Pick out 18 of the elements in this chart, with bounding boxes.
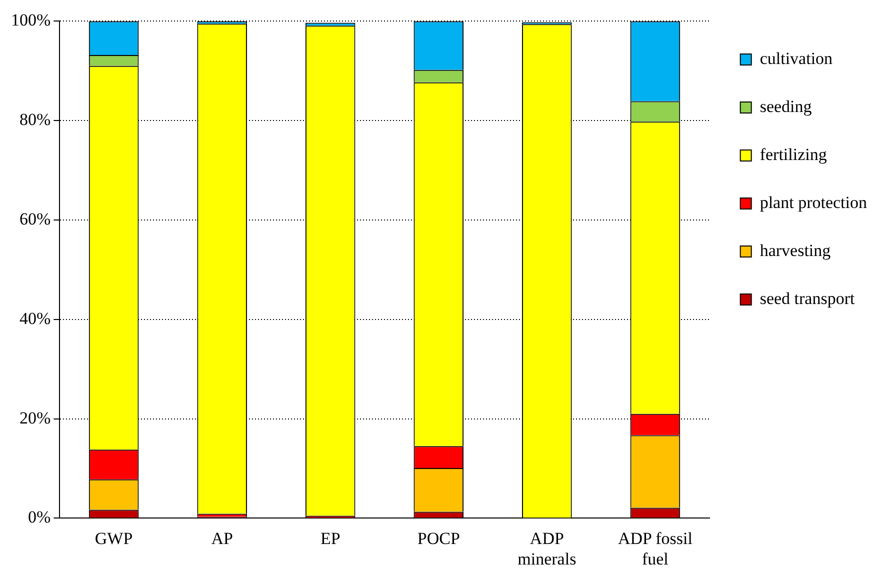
y-tick-label: 80%	[19, 110, 51, 130]
x-tick-label: AP	[211, 528, 233, 548]
x-tick-label: GWP	[94, 528, 133, 548]
x-tick-label: EP	[320, 528, 340, 548]
y-tick-label: 0%	[28, 508, 51, 527]
legend-label: harvesting	[760, 240, 832, 260]
legend-label: cultivation	[760, 48, 834, 68]
y-tick-label: 60%	[19, 209, 51, 228]
x-tick-label: POCP	[417, 528, 460, 548]
x-tick-label: ADP fossil fuel	[618, 528, 693, 568]
y-tick-label: 20%	[19, 408, 51, 428]
y-tick-label: 40%	[19, 308, 51, 328]
legend-label: seed transport	[760, 288, 855, 308]
legend-label: plant protection	[760, 192, 868, 212]
legend-label: seeding	[760, 96, 812, 116]
x-tick-label: ADP minerals	[518, 528, 576, 568]
y-tick-label: 100%	[10, 10, 51, 30]
legend-label: fertilizing	[760, 144, 828, 164]
